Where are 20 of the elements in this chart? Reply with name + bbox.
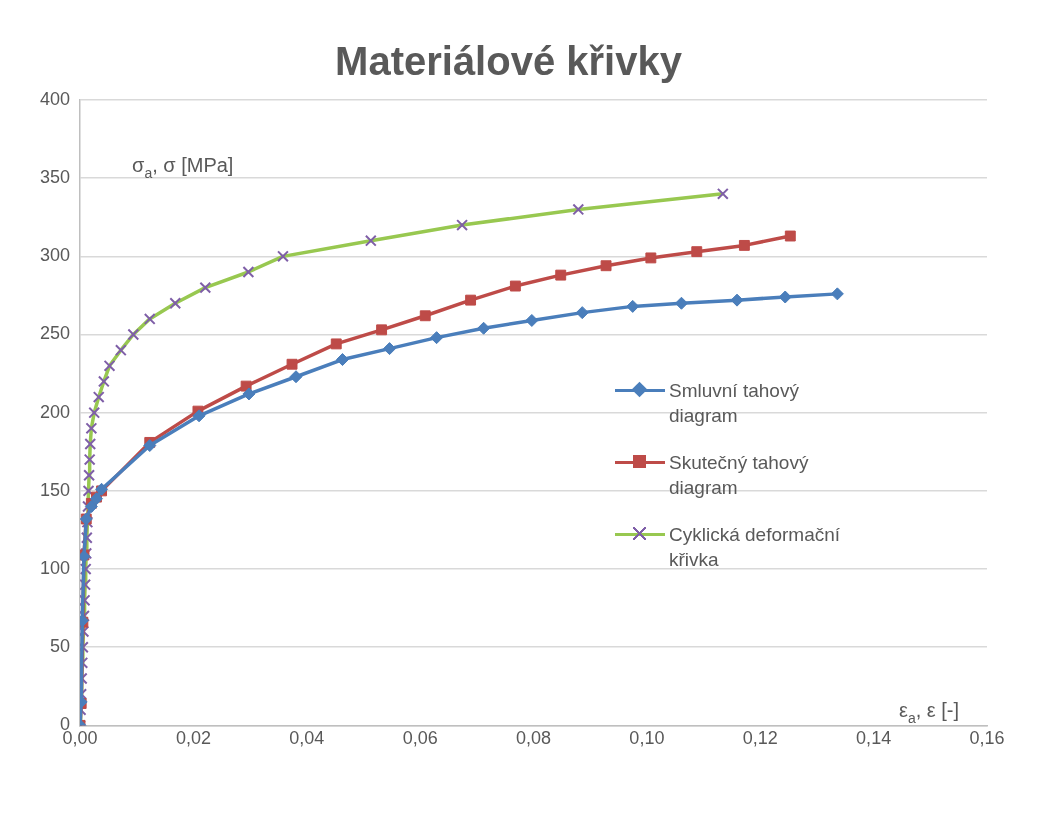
x-tick-label: 0,12 bbox=[742, 728, 778, 749]
x-tick-label: 0,06 bbox=[402, 728, 438, 749]
y-tick-label: 300 bbox=[39, 245, 71, 266]
x-tick-label: 0,14 bbox=[856, 728, 892, 749]
x-tick-label: 0,10 bbox=[629, 728, 665, 749]
legend-label: Smluvní tahový diagram bbox=[669, 379, 800, 428]
chart-title: Materiálové křivky bbox=[335, 39, 683, 84]
y-tick-label: 250 bbox=[39, 323, 71, 344]
y-tick-label: 350 bbox=[39, 167, 71, 188]
y-tick-label: 400 bbox=[39, 88, 71, 109]
x-tick-label: 0,02 bbox=[175, 728, 211, 749]
x-tick-label: 0,08 bbox=[515, 728, 552, 749]
y-tick-label: 50 bbox=[50, 636, 71, 657]
x-tick-label: 0,16 bbox=[969, 728, 1005, 749]
x-tick-label: 0,04 bbox=[289, 728, 325, 749]
y-tick-label: 150 bbox=[39, 479, 71, 500]
legend-label: Cyklická deformační křivka bbox=[669, 523, 842, 572]
y-tick-label: 200 bbox=[39, 401, 71, 422]
legend-label: Skutečný tahový diagram bbox=[669, 451, 810, 500]
y-tick-label: 100 bbox=[39, 558, 71, 579]
